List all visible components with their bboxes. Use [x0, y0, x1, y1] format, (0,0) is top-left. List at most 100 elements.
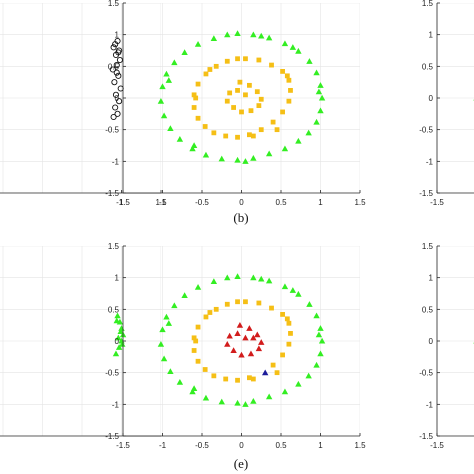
square-point [270, 362, 276, 368]
triangle-point [318, 94, 326, 101]
triangle-point [281, 145, 289, 152]
hollow-circle-point [110, 113, 117, 121]
square-point [224, 301, 230, 307]
triangle-point [238, 351, 245, 358]
square-point [193, 95, 199, 101]
triangle-point [189, 388, 196, 395]
triangle-point [246, 325, 253, 331]
square-point [191, 92, 197, 98]
triangle-point [163, 313, 170, 320]
triangle-point [258, 339, 265, 345]
y-tick-label: 1 [429, 274, 434, 283]
triangle-point [165, 320, 173, 326]
y-tick-label: 0.5 [422, 62, 434, 71]
triangle-point [258, 32, 265, 39]
x-tick-label: 1 [318, 198, 323, 207]
triangle-point [313, 312, 320, 319]
x-tick-label: -1.5 [116, 441, 130, 450]
square-point [280, 312, 285, 317]
square-point [247, 82, 252, 88]
square-point [274, 127, 280, 133]
square-point [203, 71, 209, 77]
hollow-circle-point [112, 104, 119, 111]
hollow-circle-point [113, 62, 120, 69]
square-point [286, 77, 292, 83]
triangle-point [317, 107, 324, 114]
x-tick-label: 1 [318, 441, 323, 450]
square-point [195, 358, 201, 364]
triangle-point [167, 368, 174, 374]
triangle-point [224, 31, 231, 38]
y-tick-label: -1 [426, 157, 434, 166]
y-tick-label: 1 [115, 31, 120, 40]
triangle-point [117, 328, 124, 335]
x-tick-label: 1 [119, 198, 124, 207]
triangle-point [176, 135, 184, 142]
hollow-circle-point [114, 110, 121, 117]
y-tick-label: 0 [429, 337, 434, 346]
square-point [243, 56, 248, 62]
triangle-point [317, 82, 324, 88]
triangle-point [176, 378, 184, 385]
points [157, 30, 326, 164]
triangle-point [119, 340, 126, 347]
triangle-point [306, 301, 313, 307]
triangle-point [234, 273, 241, 279]
triangle-point [281, 40, 289, 47]
triangle-point [189, 145, 196, 152]
y-tick-label: 0.5 [108, 62, 120, 71]
triangle-point [236, 321, 244, 328]
hollow-circle-point [116, 56, 123, 64]
triangle-point [254, 331, 261, 338]
square-point [224, 98, 230, 104]
triangle-point [115, 334, 122, 341]
y-tick-label: -1 [112, 400, 120, 409]
triangle-point [247, 350, 255, 357]
square-point [284, 316, 290, 322]
square-point [235, 299, 240, 305]
triangle-point [194, 40, 202, 47]
square-point [235, 88, 240, 93]
triangle-point [115, 344, 123, 350]
x-tick-label: 0 [239, 441, 244, 450]
square-point [227, 90, 233, 96]
triangle-point [313, 361, 320, 368]
square-point [256, 103, 262, 108]
x-tick-label: 1.5 [155, 198, 167, 207]
square-point [254, 89, 260, 95]
y-tick-label: 1.5 [108, 242, 120, 251]
triangle-point [281, 283, 289, 290]
grid [437, 246, 474, 436]
panel-e: 1.5 1 0.5 0 -0.5 -1 -1.5-1.5 -1 -0.5 0 0.5 1 1.5 [105, 242, 366, 450]
triangle-point [317, 325, 324, 331]
square-point [258, 127, 264, 133]
square-point [224, 58, 230, 64]
triangle-point [230, 347, 237, 354]
triangle-point [265, 277, 273, 284]
caption-b: (b) [233, 210, 248, 225]
x-tick-label: 1.5 [354, 198, 366, 207]
square-point [286, 98, 292, 104]
square-point [211, 130, 217, 136]
square-point [250, 376, 256, 382]
x-tick-label: -0.5 [195, 198, 209, 207]
square-point [202, 367, 208, 372]
highlight-point [262, 369, 269, 376]
triangle-point [190, 142, 198, 149]
triangle-point [202, 394, 210, 401]
square-point [213, 306, 219, 312]
hollow-circle-point [112, 91, 120, 98]
square-point [280, 69, 285, 74]
square-point [286, 341, 292, 347]
y-tick-label: -1 [112, 157, 120, 166]
triangle-point [258, 275, 265, 282]
square-point [288, 88, 293, 93]
x-tick-label: 0.5 [275, 198, 287, 207]
square-point [195, 81, 201, 87]
points [157, 273, 326, 407]
square-point [237, 79, 243, 85]
panel-left-top: 1 1.5 [0, 3, 167, 207]
y-tick-label: 0.5 [108, 305, 120, 314]
triangle-point [250, 154, 257, 161]
